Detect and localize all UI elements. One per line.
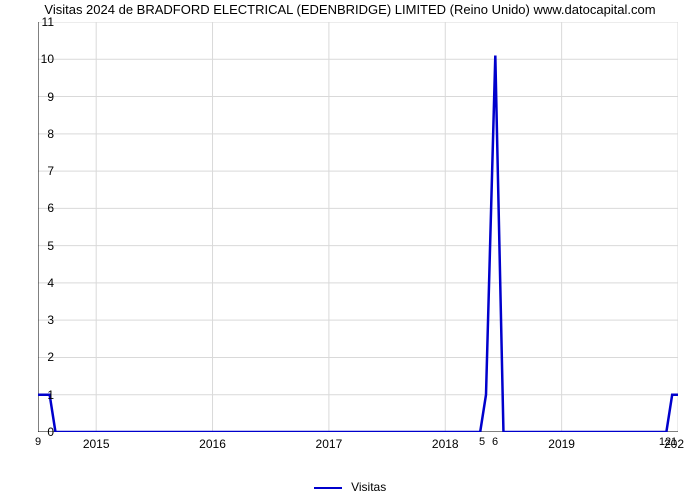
annotation-label: 121: [659, 436, 677, 448]
chart-svg: [38, 22, 678, 432]
chart-container: Visitas 2024 de BRADFORD ELECTRICAL (EDE…: [0, 0, 700, 500]
y-tick-label: 4: [24, 276, 54, 290]
legend-swatch: [314, 487, 342, 490]
y-tick-label: 8: [24, 127, 54, 141]
legend: Visitas: [0, 480, 700, 494]
y-tick-label: 3: [24, 313, 54, 327]
annotation-label: 9: [35, 436, 41, 448]
plot-area: [38, 22, 678, 432]
y-tick-label: 6: [24, 201, 54, 215]
x-tick-label: 2015: [83, 437, 110, 451]
annotation-label: 5: [479, 436, 485, 448]
y-tick-label: 9: [24, 90, 54, 104]
chart-title: Visitas 2024 de BRADFORD ELECTRICAL (EDE…: [0, 2, 700, 17]
x-tick-label: 2018: [432, 437, 459, 451]
y-tick-label: 5: [24, 239, 54, 253]
y-tick-label: 10: [24, 52, 54, 66]
legend-label: Visitas: [351, 480, 386, 494]
x-tick-label: 2019: [548, 437, 575, 451]
annotation-label: 6: [492, 436, 498, 448]
x-tick-label: 2017: [316, 437, 343, 451]
x-tick-label: 2016: [199, 437, 226, 451]
y-tick-label: 2: [24, 350, 54, 364]
series-line: [38, 56, 678, 432]
y-tick-label: 11: [24, 15, 54, 29]
y-tick-label: 1: [24, 388, 54, 402]
y-tick-label: 7: [24, 164, 54, 178]
